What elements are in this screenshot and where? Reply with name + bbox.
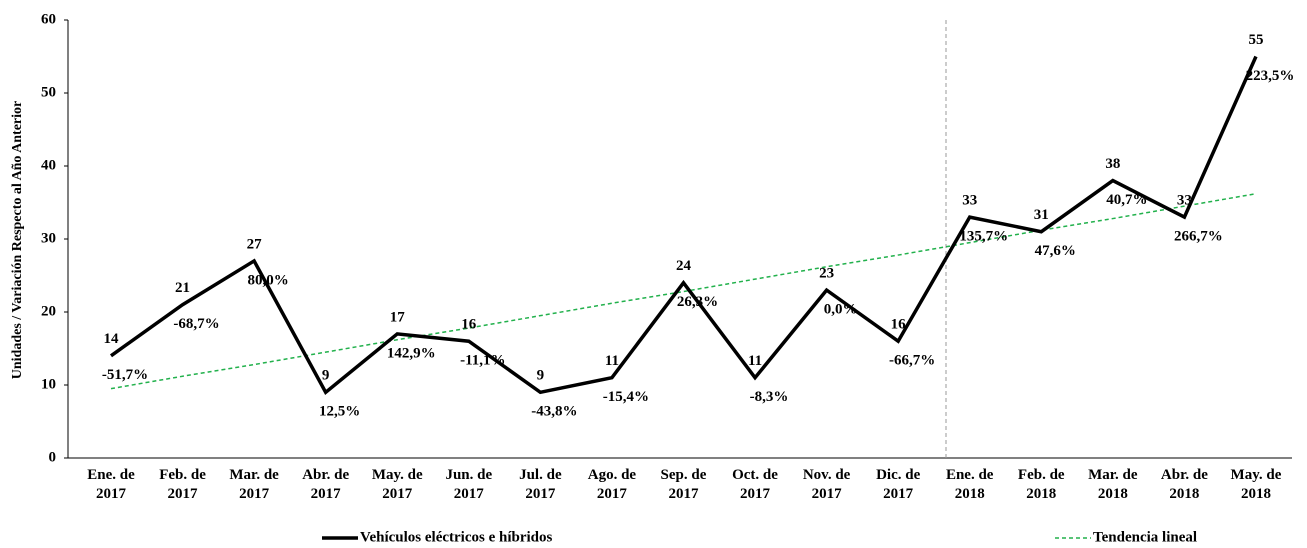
data-label: 23 — [819, 266, 834, 282]
variation-label: 0,0% — [824, 302, 858, 318]
variation-label: -11,1% — [460, 353, 505, 369]
data-line — [109, 55, 1258, 395]
x-tick-label: Ago. de 2017 — [587, 467, 637, 502]
x-tick-label: Abr. de 2018 — [1160, 467, 1208, 502]
x-tick-label: Feb. de 2018 — [1017, 467, 1065, 502]
x-tick-label: Feb. de 2017 — [159, 467, 206, 502]
y-tick-label: 30 — [41, 230, 56, 246]
y-tick-label: 10 — [41, 376, 56, 392]
y-tick-label: 60 — [41, 11, 56, 27]
x-tick-label: Mar. de 2017 — [229, 467, 279, 502]
x-tick-label: Abr. de 2017 — [302, 467, 350, 502]
data-label: 33 — [1177, 193, 1192, 209]
data-label: 11 — [605, 353, 619, 369]
y-tick-label: 20 — [41, 303, 56, 319]
data-label: 16 — [891, 317, 907, 333]
data-label: 14 — [104, 331, 120, 347]
x-tick-label: May. de 2018 — [1230, 467, 1282, 502]
variation-label: -43,8% — [531, 404, 577, 420]
variation-label: 223,5% — [1246, 68, 1295, 84]
x-tick-label: Jun. de 2017 — [445, 467, 493, 502]
variation-label: 40,7% — [1106, 192, 1147, 208]
data-label: 21 — [175, 280, 190, 296]
variation-label: 142,9% — [387, 345, 436, 361]
variation-label: -8,3% — [750, 389, 789, 405]
data-label: 38 — [1105, 156, 1120, 172]
variation-label: 266,7% — [1174, 229, 1223, 245]
data-label: 17 — [390, 309, 406, 325]
data-label: 11 — [748, 353, 762, 369]
variation-label: 135,7% — [959, 229, 1008, 245]
x-tick-label: Dic. de 2017 — [876, 467, 921, 502]
legend-label: Vehículos eléctricos e híbridos — [360, 529, 553, 545]
variation-label: -51,7% — [102, 367, 148, 383]
x-tick-label: Oct. de 2017 — [732, 467, 778, 502]
trend-line — [110, 193, 1257, 390]
x-tick-label: Ene. de 2017 — [87, 467, 135, 502]
variation-label: 47,6% — [1035, 243, 1076, 259]
data-label: 55 — [1248, 32, 1263, 48]
variation-label: 26,3% — [677, 294, 718, 310]
x-tick-label: Sep. de 2017 — [660, 467, 707, 502]
data-label: 16 — [461, 317, 477, 333]
data-label: 33 — [962, 193, 977, 209]
y-tick-label: 40 — [41, 157, 56, 173]
legend-label: Tendencia lineal — [1093, 529, 1197, 545]
variation-label: -66,7% — [889, 353, 935, 369]
x-tick-label: Jul. de 2017 — [519, 467, 562, 502]
data-label: 27 — [247, 236, 263, 252]
x-tick-label: May. de 2017 — [371, 467, 423, 502]
x-tick-label: Nov. de 2017 — [802, 467, 851, 502]
variation-label: 80,0% — [247, 272, 288, 288]
variation-label: 12,5% — [319, 404, 360, 420]
y-axis-label: Unidades / Variación Respecto al Año Ant… — [10, 101, 25, 379]
data-label: 9 — [322, 368, 330, 384]
data-label: 24 — [676, 258, 692, 274]
y-tick-label: 0 — [49, 449, 57, 465]
x-tick-label: Ene. de 2018 — [945, 467, 994, 502]
variation-label: -68,7% — [173, 316, 219, 332]
data-label: 31 — [1034, 207, 1049, 223]
data-label: 9 — [537, 368, 545, 384]
x-tick-label: Mar. de 2018 — [1088, 467, 1138, 502]
y-tick-label: 50 — [41, 84, 56, 100]
variation-label: -15,4% — [603, 389, 649, 405]
